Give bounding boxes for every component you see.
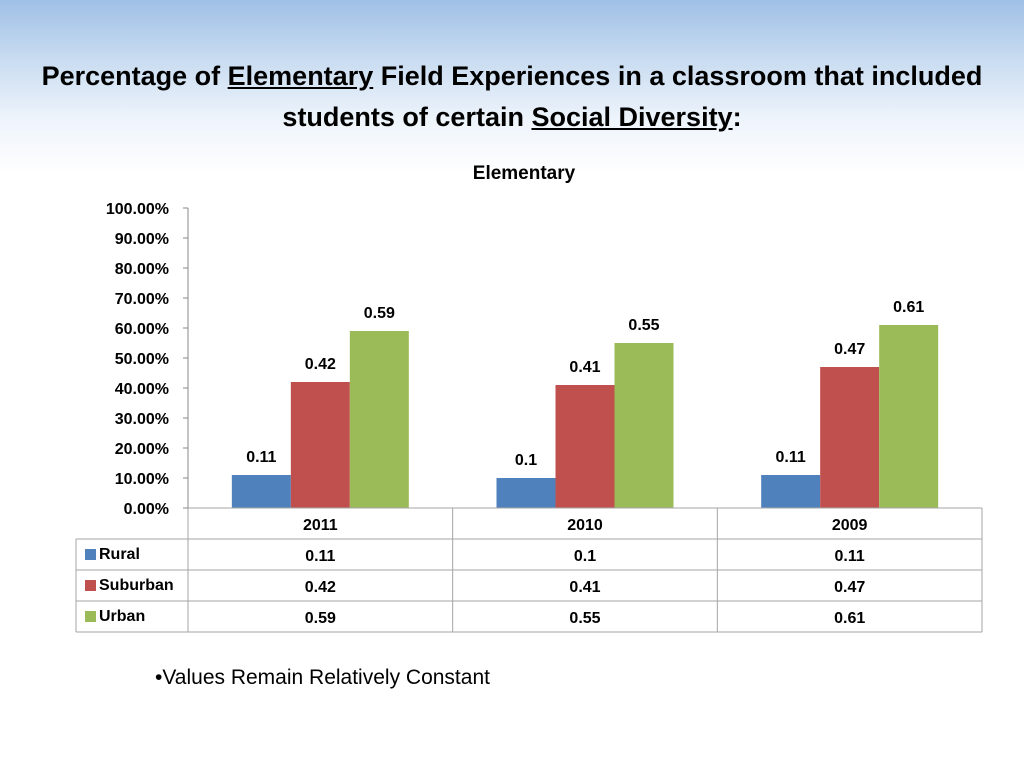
y-tick-label: 70.00% [115, 291, 169, 308]
legend-label-urban: Urban [99, 608, 145, 625]
y-tick-label: 50.00% [115, 351, 169, 368]
y-tick-label: 0.00% [124, 501, 169, 518]
table-cell-suburban-2010: 0.41 [569, 579, 600, 596]
data-label-suburban-2009: 0.47 [834, 341, 865, 358]
y-tick-label: 10.00% [115, 471, 169, 488]
legend-key-urban [85, 611, 96, 622]
data-label-rural-2010: 0.1 [515, 452, 537, 469]
legend-key-suburban [85, 580, 96, 591]
data-label-rural-2011: 0.11 [246, 449, 276, 466]
y-tick-label: 30.00% [115, 411, 169, 428]
bar-suburban-2010 [555, 385, 615, 508]
y-axis-ticks: 0.00% 10.00% 20.00% 30.00% 40.00% 50.00% 60.00… [106, 201, 188, 518]
table-cell-urban-2011: 0.59 [305, 610, 336, 627]
y-tick-label: 60.00% [115, 321, 169, 338]
table-cell-urban-2009: 0.61 [834, 610, 865, 627]
bar-rural-2009 [761, 475, 821, 508]
data-label-suburban-2010: 0.41 [569, 359, 600, 376]
table-header-2010: 2010 [567, 517, 603, 534]
title-part-elementary: Elementary [227, 61, 374, 91]
title-part-3: Field Experiences in a classroom that in… [282, 61, 983, 132]
table-cell-rural-2009: 0.11 [835, 548, 865, 565]
title-part-social-diversity: Social Diversity [531, 102, 733, 132]
legend-label-rural: Rural [99, 546, 140, 563]
slide-title: Percentage of Elementary Field Experienc… [40, 56, 984, 138]
bar-rural-2010 [496, 478, 556, 508]
table-header-2009: 2009 [832, 517, 868, 534]
table-header-2011: 2011 [303, 517, 338, 534]
bar-urban-2009 [879, 325, 939, 508]
bar-suburban-2009 [820, 367, 880, 508]
value-labels-group: 0.11 0.42 0.59 0.1 0.41 0.55 0.11 0.47 0.61 [246, 299, 924, 469]
data-table: 2011 2010 2009 Rural 0.11 0.1 0.11 Suburban 0.42… [75, 507, 983, 633]
data-label-suburban-2011: 0.42 [305, 356, 336, 373]
y-tick-label: 40.00% [115, 381, 169, 398]
bar-urban-2011 [349, 331, 409, 508]
bars-group [231, 325, 939, 508]
title-part-1: Percentage of [41, 61, 228, 91]
table-cell-suburban-2009: 0.47 [834, 579, 865, 596]
bar-suburban-2011 [290, 382, 350, 508]
title-part-colon: : [732, 102, 742, 132]
table-cell-suburban-2011: 0.42 [305, 579, 336, 596]
table-cell-urban-2010: 0.55 [569, 610, 600, 627]
data-label-urban-2010: 0.55 [628, 317, 659, 334]
bar-rural-2011 [231, 475, 291, 508]
data-label-urban-2009: 0.61 [893, 299, 924, 316]
y-tick-label: 100.00% [106, 201, 169, 218]
bullet-note: •Values Remain Relatively Constant [155, 666, 490, 689]
data-label-urban-2011: 0.59 [364, 305, 395, 322]
table-cell-rural-2011: 0.11 [305, 548, 335, 565]
table-cell-rural-2010: 0.1 [574, 548, 596, 565]
y-tick-label: 80.00% [115, 261, 169, 278]
data-label-rural-2009: 0.11 [776, 449, 806, 466]
bar-urban-2010 [614, 343, 674, 508]
y-tick-label: 90.00% [115, 231, 169, 248]
y-tick-label: 20.00% [115, 441, 169, 458]
legend-key-rural [85, 549, 96, 560]
chart-title: Elementary [473, 163, 576, 184]
legend-label-suburban: Suburban [99, 577, 174, 594]
